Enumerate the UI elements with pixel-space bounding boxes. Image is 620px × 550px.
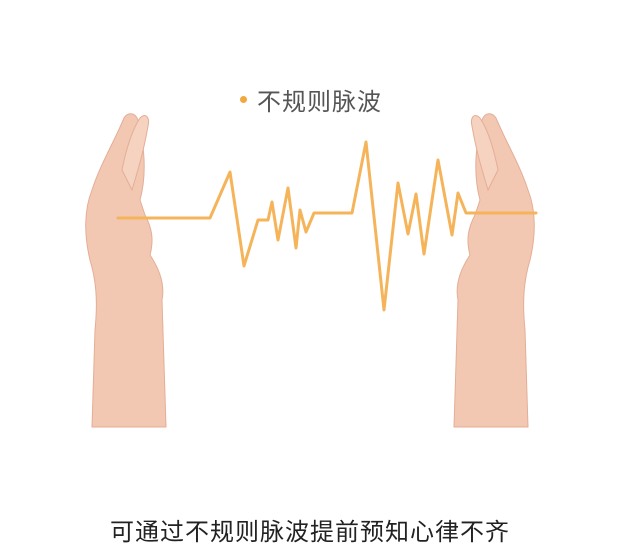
pulse-wave bbox=[116, 140, 538, 312]
title-row: 不规则脉波 bbox=[240, 82, 382, 117]
right-hand-icon bbox=[453, 113, 535, 428]
caption-text: 可通过不规则脉波提前预知心律不齐 bbox=[110, 518, 510, 546]
bullet-dot-icon bbox=[240, 96, 247, 103]
page-title: 不规则脉波 bbox=[257, 88, 382, 116]
left-hand-icon bbox=[85, 113, 167, 428]
